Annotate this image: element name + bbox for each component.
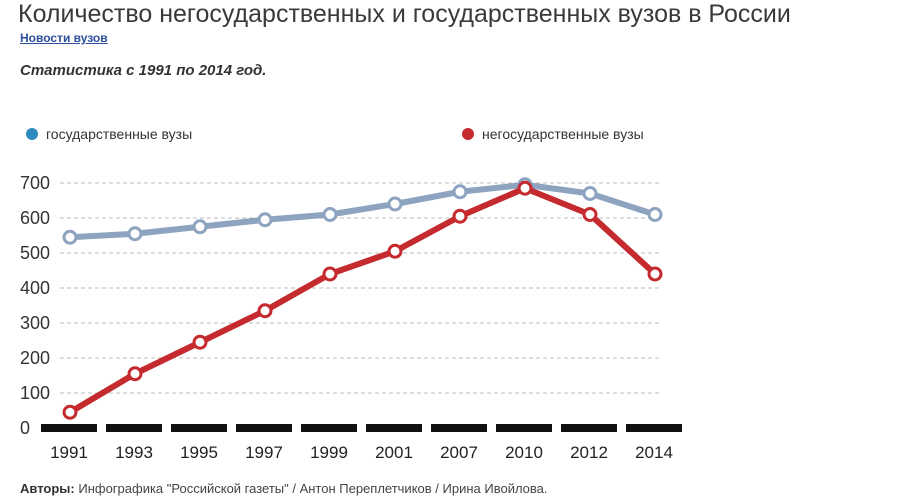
x-tick-label: 1995 [180, 443, 218, 462]
x-axis-segment [496, 424, 552, 432]
x-tick-label: 1993 [115, 443, 153, 462]
x-tick-label: 2007 [440, 443, 478, 462]
x-tick-label: 2010 [505, 443, 543, 462]
data-point-nonstate [647, 266, 663, 282]
y-tick-label: 700 [20, 173, 50, 193]
data-point-state [257, 212, 273, 228]
y-tick-label: 0 [20, 418, 30, 438]
data-point-state [452, 184, 468, 200]
x-axis-segment [561, 424, 617, 432]
y-tick-label: 500 [20, 243, 50, 263]
data-point-state [62, 229, 78, 245]
data-point-nonstate [192, 334, 208, 350]
data-point-state [647, 207, 663, 222]
x-tick-label: 1991 [50, 443, 88, 462]
y-tick-label: 100 [20, 383, 50, 403]
x-axis-segment [366, 424, 422, 432]
x-tick-label: 2001 [375, 443, 413, 462]
data-point-nonstate [62, 404, 78, 420]
data-point-state [192, 219, 208, 235]
page-title: Количество негосударственных и государст… [18, 0, 791, 28]
x-axis-segment [301, 424, 357, 432]
x-axis-segment [171, 424, 227, 432]
data-point-nonstate [127, 366, 143, 382]
legend-label-nonstate: негосударственные вузы [482, 126, 644, 142]
x-tick-label: 2014 [635, 443, 673, 462]
series-line-nonstate [67, 185, 658, 416]
data-point-nonstate [582, 207, 598, 222]
data-point-nonstate [322, 266, 338, 282]
x-axis-segment [431, 424, 487, 432]
y-tick-label: 300 [20, 313, 50, 333]
data-point-state [387, 196, 403, 212]
data-point-state [582, 186, 598, 201]
chart-subtitle: Статистика с 1991 по 2014 год. [20, 62, 267, 79]
legend-item-nonstate: негосударственные вузы [462, 126, 644, 142]
series-line-state [67, 181, 658, 241]
legend-marker-state [26, 128, 38, 140]
y-tick-label: 400 [20, 278, 50, 298]
x-tick-label: 1997 [245, 443, 283, 462]
y-tick-label: 600 [20, 208, 50, 228]
x-axis-segment [236, 424, 292, 432]
data-point-state [127, 226, 143, 242]
legend-item-state: государственные вузы [26, 126, 192, 142]
x-axis-segment [41, 424, 97, 432]
source-link[interactable]: Новости вузов [20, 31, 108, 45]
authors-text: Инфографика "Российской газеты" / Антон … [78, 481, 548, 496]
x-axis-segment [106, 424, 162, 432]
legend-marker-nonstate [462, 128, 474, 140]
legend-label-state: государственные вузы [46, 126, 193, 142]
x-axis-segment [626, 424, 682, 432]
data-point-nonstate [257, 303, 273, 319]
y-tick-label: 200 [20, 348, 50, 368]
data-point-nonstate [387, 243, 403, 259]
data-point-nonstate [517, 180, 533, 196]
data-point-nonstate [452, 208, 468, 224]
authors-credit: Авторы: Инфографика "Российской газеты" … [20, 481, 548, 496]
x-tick-label: 2012 [570, 443, 608, 462]
x-tick-label: 1999 [310, 443, 348, 462]
authors-label: Авторы: [20, 481, 75, 496]
data-point-state [322, 207, 338, 222]
